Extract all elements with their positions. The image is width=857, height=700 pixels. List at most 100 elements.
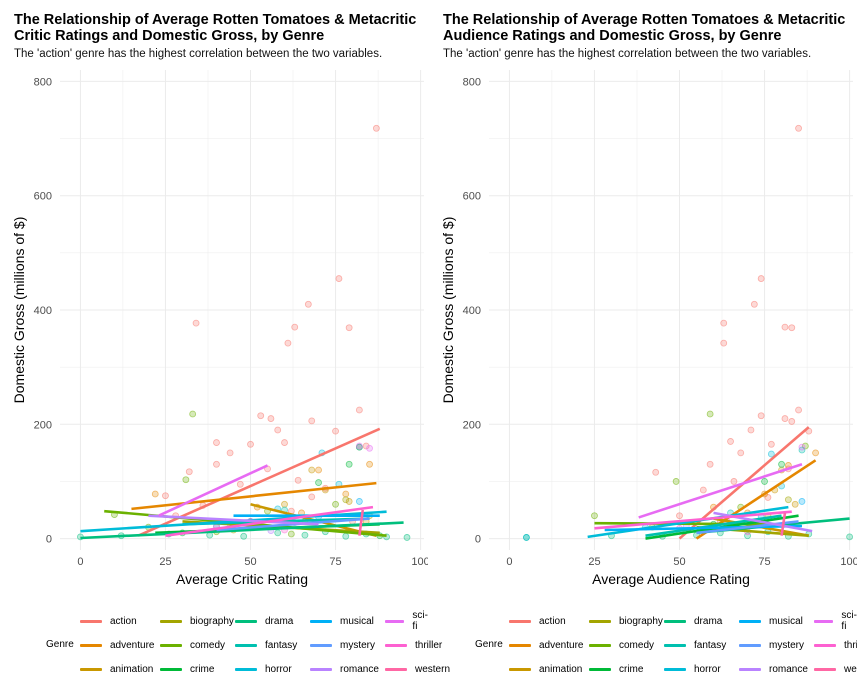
legend-label: romance — [340, 663, 379, 675]
y-tick-label: 600 — [463, 191, 481, 203]
legend-label: western — [844, 663, 857, 675]
data-point-action — [308, 417, 316, 425]
legend-title: Genre — [46, 639, 74, 650]
legend-key — [310, 667, 332, 671]
legend-key — [80, 643, 102, 647]
legend-key — [235, 667, 257, 671]
legend-key — [814, 619, 834, 623]
data-point-action — [236, 480, 244, 488]
legend-key — [739, 619, 761, 623]
legend-label: adventure — [539, 639, 584, 651]
data-point-comedy — [189, 410, 197, 418]
legend-item-romance: romance — [739, 662, 808, 676]
data-point-crime — [315, 479, 322, 486]
data-point-drama — [846, 533, 853, 541]
data-point-adventure — [315, 466, 322, 474]
data-point-action — [162, 492, 169, 500]
legend-label: mystery — [340, 639, 375, 651]
plot-area: 0 200 400 600 800 0 25 50 75 100 Average Critic Ra… — [11, 70, 428, 587]
trend-line-adventure — [131, 481, 377, 511]
data-point-comedy — [672, 478, 680, 485]
legend-item-crime: crime — [160, 662, 214, 676]
legend-label: adventure — [110, 639, 155, 651]
legend-key — [739, 667, 761, 671]
legend-item-thriller: thriller — [814, 638, 857, 652]
data-point-comedy — [332, 500, 339, 508]
data-point-action — [727, 438, 734, 445]
chart-title: The Relationship of Average Rotten Tomat… — [14, 12, 417, 44]
audience-rating-chart: The Relationship of Average Rotten Tomat… — [429, 0, 857, 700]
legend-label: biography — [190, 615, 234, 627]
data-point-action — [355, 406, 363, 414]
x-tick-label: 100 — [840, 556, 857, 568]
x-tick-label: 50 — [244, 556, 256, 568]
legend-item-sci-fi: sci-fi — [385, 610, 431, 632]
legend-label: sci-fi — [412, 610, 428, 632]
data-point-action — [781, 415, 789, 422]
legend: Genre action adventure animation biography co… — [0, 608, 450, 688]
legend-key — [509, 667, 531, 671]
y-tick-label: 800 — [463, 76, 481, 88]
data-point-crime — [761, 478, 768, 485]
data-point-drama — [301, 531, 309, 539]
data-point-musical — [798, 498, 806, 505]
data-point-action — [720, 319, 728, 327]
data-point-comedy — [591, 512, 598, 520]
data-point-sci-fi — [355, 442, 363, 450]
data-point-action — [308, 493, 316, 501]
y-axis-title: Domestic Gross (millions of $) — [440, 217, 456, 404]
legend-label: western — [415, 663, 451, 675]
legend-key — [80, 667, 102, 671]
legend-title: Genre — [475, 639, 503, 650]
data-point-action — [764, 494, 772, 501]
legend-label: romance — [769, 663, 808, 675]
legend-key — [509, 619, 531, 623]
legend-label: sci-fi — [841, 610, 857, 632]
legend-label: animation — [110, 663, 154, 675]
legend-item-biography: biography — [160, 614, 234, 628]
legend-item-musical: musical — [310, 614, 374, 628]
legend-item-drama: drama — [235, 614, 293, 628]
data-point-drama — [240, 532, 248, 540]
legend-key — [589, 619, 611, 623]
data-point-animation — [308, 466, 316, 474]
legend-item-romance: romance — [310, 662, 379, 676]
y-tick-label: 800 — [34, 76, 52, 88]
legend-item-animation: animation — [80, 662, 153, 676]
data-point-action — [185, 468, 193, 476]
legend-item-horror: horror — [235, 662, 292, 676]
legend-key — [664, 619, 686, 623]
data-point-action — [267, 415, 275, 422]
data-point-action — [720, 339, 728, 347]
data-point-action — [737, 449, 745, 457]
trend-line-mystery — [696, 520, 799, 535]
legend: Genre action adventure animation biography co… — [429, 608, 857, 688]
legend-label: thriller — [415, 639, 443, 651]
data-point-sci-fi — [366, 444, 373, 452]
data-point-action — [757, 412, 765, 420]
data-point-action — [226, 449, 234, 457]
trend-line-western — [358, 509, 365, 536]
data-point-action — [730, 478, 738, 485]
legend-item-action: action — [80, 614, 137, 628]
legend-item-mystery: mystery — [310, 638, 375, 652]
legend-item-crime: crime — [589, 662, 643, 676]
legend-label: musical — [769, 615, 803, 627]
data-point-musical — [355, 498, 363, 505]
legend-label: mystery — [769, 639, 804, 651]
legend-label: thriller — [844, 639, 857, 651]
chart-subtitle: The 'action' genre has the highest corre… — [14, 48, 383, 60]
trend-line-thriller — [594, 510, 792, 530]
data-point-action — [274, 426, 282, 434]
legend-key — [310, 643, 332, 647]
data-point-crime — [778, 460, 785, 468]
x-tick-label: 25 — [159, 556, 171, 568]
y-axis-title: Domestic Gross (millions of $) — [11, 217, 27, 404]
data-point-action — [257, 412, 265, 420]
data-point-crime — [345, 460, 353, 468]
legend-label: action — [110, 615, 137, 627]
legend-label: musical — [340, 615, 374, 627]
legend-item-comedy: comedy — [160, 638, 225, 652]
data-point-comedy — [706, 410, 714, 418]
data-point-biography — [342, 496, 350, 504]
